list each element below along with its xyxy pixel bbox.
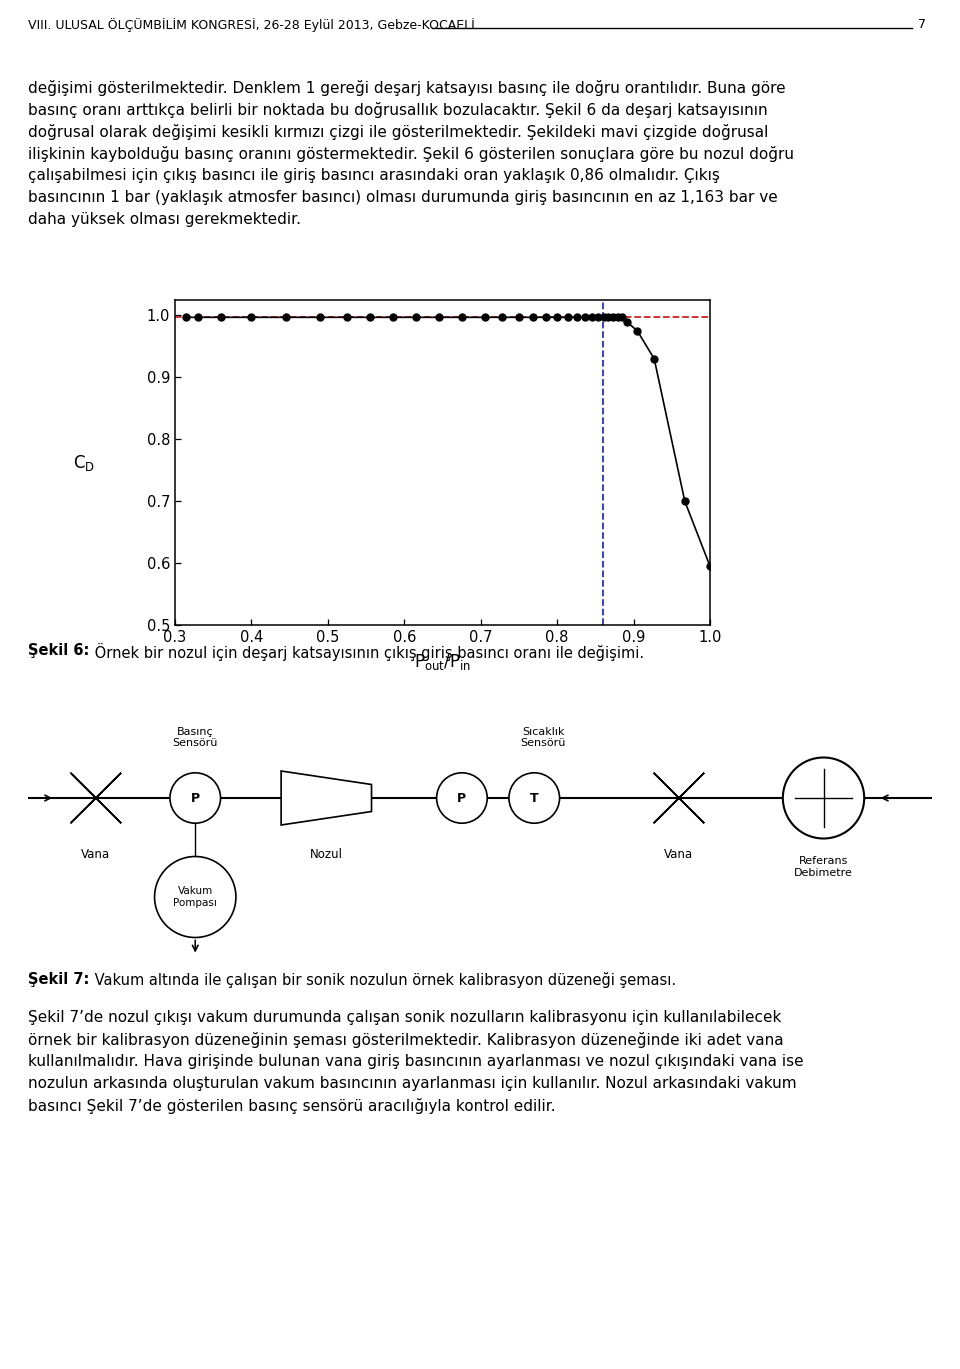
Text: P: P: [191, 791, 200, 805]
Text: Şekil 7’de nozul çıkışı vakum durumunda çalışan sonik nozulların kalibrasyonu iç: Şekil 7’de nozul çıkışı vakum durumunda …: [28, 1010, 781, 1025]
Text: T: T: [530, 791, 539, 805]
Text: örnek bir kalibrasyon düzeneğinin şeması gösterilmektedir. Kalibrasyon düzeneğin: örnek bir kalibrasyon düzeneğinin şeması…: [28, 1032, 783, 1049]
Text: ilişkinin kaybolduğu basınç oranını göstermektedir. Şekil 6 gösterilen sonuçlara: ilişkinin kaybolduğu basınç oranını göst…: [28, 146, 794, 162]
Text: VIII. ULUSAL ÖLÇÜMBİLİM KONGRESİ, 26-28 Eylül 2013, Gebze-KOCAELİ: VIII. ULUSAL ÖLÇÜMBİLİM KONGRESİ, 26-28 …: [28, 18, 475, 31]
Text: Şekil 7:: Şekil 7:: [28, 972, 89, 987]
Text: Örnek bir nozul için deşarj katsayısının çıkış giriş basıncı oranı ile değişimi.: Örnek bir nozul için deşarj katsayısının…: [90, 643, 644, 661]
Text: C$_{\rm D}$: C$_{\rm D}$: [73, 453, 95, 472]
Text: nozulun arkasında oluşturulan vakum basıncının ayarlanması için kullanılır. Nozu: nozulun arkasında oluşturulan vakum bası…: [28, 1076, 797, 1091]
Text: P: P: [457, 791, 467, 805]
Text: daha yüksek olması gerekmektedir.: daha yüksek olması gerekmektedir.: [28, 212, 301, 227]
Circle shape: [782, 757, 864, 838]
Text: Şekil 6:: Şekil 6:: [28, 643, 89, 658]
Polygon shape: [70, 772, 121, 823]
Circle shape: [155, 857, 236, 938]
Text: 7: 7: [918, 18, 926, 31]
Circle shape: [509, 772, 560, 823]
Text: Sıcaklık
Sensörü: Sıcaklık Sensörü: [520, 727, 566, 749]
Text: Referans
Debimetre: Referans Debimetre: [794, 857, 852, 878]
Polygon shape: [281, 771, 372, 826]
X-axis label: P$_{\rm out}$/P$_{\rm in}$: P$_{\rm out}$/P$_{\rm in}$: [414, 652, 471, 672]
Text: basıncının 1 bar (yaklaşık atmosfer basıncı) olması durumunda giriş basıncının e: basıncının 1 bar (yaklaşık atmosfer bası…: [28, 190, 778, 205]
Text: Vakum altında ile çalışan bir sonik nozulun örnek kalibrasyon düzeneği şeması.: Vakum altında ile çalışan bir sonik nozu…: [90, 972, 677, 988]
Circle shape: [437, 772, 488, 823]
Text: doğrusal olarak değişimi kesikli kırmızı çizgi ile gösterilmektedir. Şekildeki m: doğrusal olarak değişimi kesikli kırmızı…: [28, 125, 768, 140]
Text: Basınç
Sensörü: Basınç Sensörü: [173, 727, 218, 749]
Text: Vana: Vana: [664, 847, 693, 861]
Text: değişimi gösterilmektedir. Denklem 1 gereği deşarj katsayısı basınç ile doğru or: değişimi gösterilmektedir. Denklem 1 ger…: [28, 79, 785, 96]
Text: Nozul: Nozul: [310, 847, 343, 861]
Text: çalışabilmesi için çıkış basıncı ile giriş basıncı arasındaki oran yaklaşık 0,86: çalışabilmesi için çıkış basıncı ile gir…: [28, 168, 720, 183]
Text: basınç oranı arttıkça belirli bir noktada bu doğrusallık bozulacaktır. Şekil 6 d: basınç oranı arttıkça belirli bir noktad…: [28, 103, 768, 118]
Polygon shape: [654, 772, 705, 823]
Text: Vakum
Pompası: Vakum Pompası: [174, 886, 217, 908]
Polygon shape: [654, 772, 705, 823]
Text: kullanılmalıdır. Hava girişinde bulunan vana giriş basıncının ayarlanması ve noz: kullanılmalıdır. Hava girişinde bulunan …: [28, 1054, 804, 1069]
Text: basıncı Şekil 7’de gösterilen basınç sensörü aracılığıyla kontrol edilir.: basıncı Şekil 7’de gösterilen basınç sen…: [28, 1098, 556, 1114]
Circle shape: [170, 772, 221, 823]
Polygon shape: [70, 772, 121, 823]
Text: Vana: Vana: [82, 847, 110, 861]
